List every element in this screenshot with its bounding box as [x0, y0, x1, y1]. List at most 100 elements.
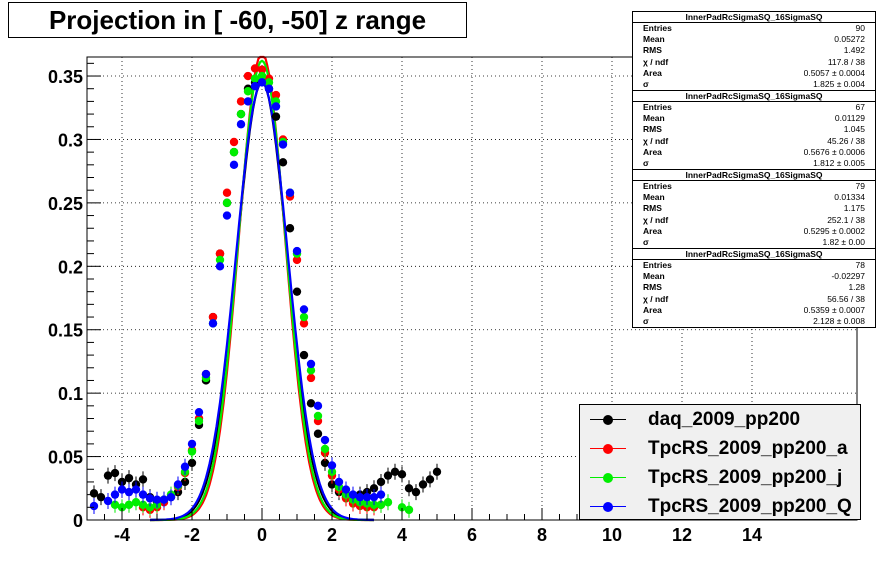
data-point-a [250, 64, 260, 73]
legend-entry: daq_2009_pp200 [580, 405, 860, 434]
y-tick-label: 0.05 [48, 448, 83, 468]
stats-row-entries: Entries 78 [633, 260, 875, 271]
data-point-Q [194, 407, 204, 417]
data-point-daq [327, 480, 337, 489]
data-point-Q [117, 485, 127, 494]
data-point-j [229, 147, 239, 157]
data-point-daq [425, 475, 435, 484]
data-point-daq [89, 489, 99, 498]
stats-value: 1.045 [843, 124, 865, 135]
data-point-Q [124, 487, 134, 497]
stats-row-chi2: χ / ndf 117.8 / 38 [633, 57, 875, 68]
stats-row-sigma: σ 1.82 ± 0.00 [633, 237, 875, 248]
stats-label: σ [643, 316, 649, 327]
data-points-layer [89, 64, 442, 518]
data-point-daq [376, 477, 386, 487]
data-point-daq [96, 492, 106, 502]
data-point-a [229, 137, 239, 147]
data-point-daq [411, 487, 421, 497]
fit-curve-a [150, 55, 374, 522]
data-point-j [117, 503, 127, 512]
data-point-j [131, 498, 141, 507]
stats-row-entries: Entries 67 [633, 102, 875, 113]
data-point-a [236, 97, 246, 106]
data-point-Q [313, 401, 323, 411]
data-point-Q [292, 246, 302, 256]
stats-value: 78 [855, 260, 865, 270]
stats-label: χ / ndf [643, 56, 669, 67]
x-tick-label: 0 [257, 525, 267, 545]
data-point-daq [138, 475, 148, 484]
data-point-daq [285, 224, 295, 233]
stats-row-rms: RMS 1.28 [633, 282, 875, 293]
data-point-Q [278, 140, 288, 149]
data-point-Q [131, 485, 141, 494]
stats-value: 1.82 ± 0.00 [822, 237, 865, 248]
data-point-Q [166, 492, 176, 502]
data-point-daq [397, 470, 407, 479]
data-point-Q [355, 492, 365, 502]
stats-row-area: Area 0.5295 ± 0.0002 [633, 226, 875, 237]
data-point-Q [180, 462, 190, 471]
stats-label: χ / ndf [643, 293, 669, 304]
stats-row-sigma: σ 1.825 ± 0.004 [633, 79, 875, 90]
y-tick-label: 0.35 [48, 67, 83, 87]
stats-label: Entries [643, 23, 672, 33]
data-point-j [110, 500, 120, 509]
data-point-a [299, 319, 309, 328]
stats-value: 0.5057 ± 0.0004 [803, 67, 865, 78]
stats-label: σ [643, 237, 649, 248]
data-point-Q [348, 490, 358, 499]
data-point-Q [222, 211, 232, 220]
data-point-Q [369, 492, 379, 502]
data-point-j [397, 503, 407, 512]
data-point-j [222, 198, 232, 208]
data-point-j [194, 416, 204, 426]
data-point-a [215, 249, 225, 258]
stats-value: 252.1 / 38 [827, 214, 865, 225]
data-point-j [145, 503, 155, 512]
stats-row-rms: RMS 1.045 [633, 124, 875, 135]
y-tick-label: 0.1 [58, 384, 83, 404]
data-point-Q [110, 490, 120, 499]
data-point-a [208, 312, 218, 322]
stats-value: 1.825 ± 0.004 [813, 79, 865, 90]
x-tick-label: 8 [537, 525, 547, 545]
stats-value: 1.492 [843, 45, 865, 56]
data-point-Q [299, 305, 309, 314]
data-point-Q [327, 461, 337, 470]
data-point-j [257, 71, 267, 81]
data-point-daq [299, 350, 309, 360]
data-point-daq [390, 467, 400, 476]
stats-label: RMS [643, 203, 662, 214]
stats-box: InnerPadRcSigmaSQ_16SigmaSQ Entries 67 Mean… [632, 90, 876, 171]
data-point-Q [145, 494, 155, 503]
fit-curve-j [150, 59, 374, 522]
stats-label: Mean [643, 271, 665, 282]
stats-row-rms: RMS 1.175 [633, 203, 875, 214]
stats-row-sigma: σ 2.128 ± 0.008 [633, 316, 875, 327]
data-point-Q [215, 262, 225, 271]
stats-label: Area [643, 67, 662, 78]
data-point-a [243, 71, 253, 81]
data-point-j [264, 78, 274, 87]
x-tick-label: 10 [602, 525, 622, 545]
data-point-Q [208, 319, 218, 328]
data-point-j [138, 500, 148, 509]
data-point-Q [320, 435, 330, 445]
stats-label: σ [643, 79, 649, 90]
stats-box-title: InnerPadRcSigmaSQ_16SigmaSQ [633, 249, 875, 260]
stats-value: 2.128 ± 0.008 [813, 316, 865, 327]
stats-label: RMS [643, 282, 662, 293]
data-point-j [250, 74, 260, 83]
data-point-j [313, 411, 323, 421]
stats-row-chi2: χ / ndf 56.56 / 38 [633, 294, 875, 305]
stats-row-area: Area 0.5359 ± 0.0007 [633, 305, 875, 316]
legend-marker-icon [580, 434, 636, 463]
legend-entry: TpcRS_2009_pp200_Q [580, 492, 860, 521]
data-point-j [404, 505, 414, 515]
data-point-Q [334, 477, 344, 487]
data-point-j [320, 444, 330, 454]
stats-row-rms: RMS 1.492 [633, 45, 875, 56]
data-point-daq [110, 468, 120, 478]
